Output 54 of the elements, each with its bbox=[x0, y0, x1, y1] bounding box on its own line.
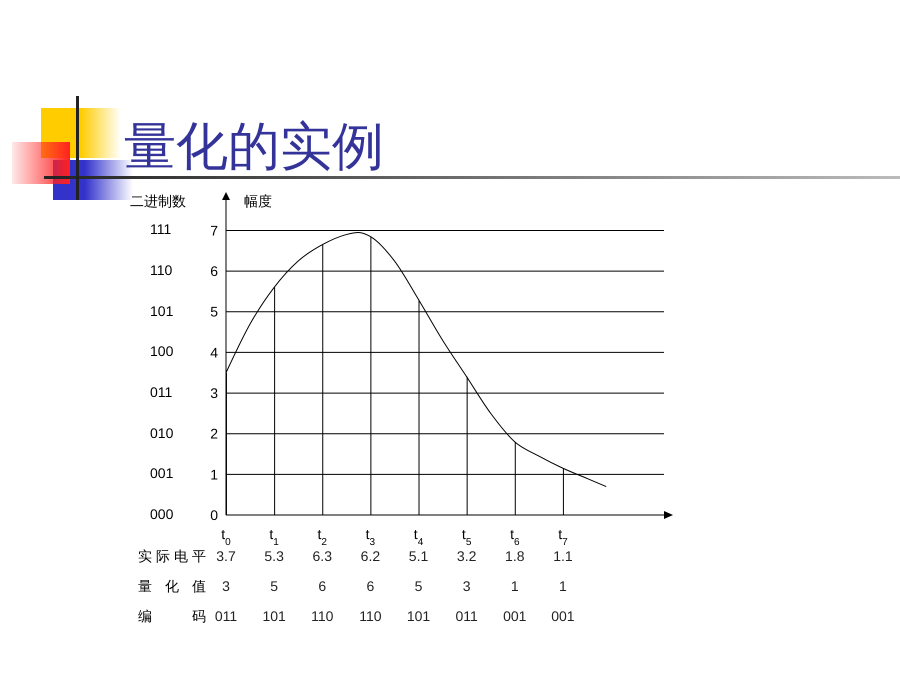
text: 5 bbox=[269, 578, 280, 594]
text: 101 bbox=[150, 302, 174, 319]
text: 000 bbox=[150, 506, 174, 522]
text: 011 bbox=[454, 608, 479, 624]
text: 3.7 bbox=[216, 548, 236, 564]
y-tick-label: 5 bbox=[210, 304, 218, 320]
y-tick-label: 2 bbox=[210, 426, 218, 442]
x-tick-label: t$_{6}$ bbox=[510, 526, 520, 548]
x-tick-label: t$_{4}$ bbox=[414, 526, 424, 548]
text: 3 bbox=[462, 578, 472, 594]
text: 3.2 bbox=[456, 548, 478, 564]
x-tick-label: t$_{1}$ bbox=[269, 526, 280, 548]
text: 6 bbox=[365, 578, 376, 594]
text: 011 bbox=[214, 608, 238, 624]
text: 实际电平 bbox=[138, 548, 206, 566]
x-tick-label: t$_{2}$ bbox=[318, 526, 328, 548]
x-tick-label: t$_{3}$ bbox=[366, 526, 376, 548]
text: 量化值 bbox=[138, 578, 206, 596]
text: 1.8 bbox=[504, 548, 526, 564]
text: 编 码 bbox=[138, 608, 206, 626]
text: 100 bbox=[150, 343, 174, 360]
y-tick-label: 6 bbox=[210, 263, 218, 280]
text: 011 bbox=[150, 384, 172, 400]
text: 5 bbox=[414, 578, 424, 594]
text: 二进制数 bbox=[130, 193, 186, 211]
text: 3 bbox=[222, 578, 230, 594]
text: 101 bbox=[261, 608, 287, 624]
text: 111 bbox=[150, 221, 172, 238]
x-tick-label: t$_{0}$ bbox=[221, 526, 232, 548]
text: 6 bbox=[317, 578, 328, 594]
y-tick-label: 0 bbox=[210, 506, 218, 523]
text: 6.2 bbox=[360, 548, 382, 564]
text: 110 bbox=[310, 608, 334, 624]
y-tick-label: 4 bbox=[210, 344, 218, 360]
y-tick-label: 1 bbox=[210, 466, 218, 482]
text: 001 bbox=[550, 608, 576, 624]
text: 6.3 bbox=[312, 548, 333, 564]
y-tick-label: 3 bbox=[210, 385, 218, 402]
text: 5.3 bbox=[263, 548, 285, 564]
text: 5.1 bbox=[408, 548, 430, 564]
x-tick-label: t$_{7}$ bbox=[558, 526, 568, 548]
text: 110 bbox=[358, 608, 383, 624]
text: 101 bbox=[406, 608, 432, 624]
text: 1 bbox=[510, 578, 520, 594]
text: 001 bbox=[502, 608, 528, 624]
text: 010 bbox=[150, 424, 174, 441]
text: 1 bbox=[558, 578, 568, 594]
text: 1.1 bbox=[552, 548, 574, 564]
x-tick-label: t$_{5}$ bbox=[462, 526, 472, 548]
text: 001 bbox=[150, 465, 174, 482]
chart-title: 量化的实例 bbox=[124, 118, 384, 178]
y-tick-label: 7 bbox=[210, 222, 218, 238]
text: 110 bbox=[150, 262, 172, 278]
y-axis-title: 幅度 bbox=[244, 193, 272, 211]
